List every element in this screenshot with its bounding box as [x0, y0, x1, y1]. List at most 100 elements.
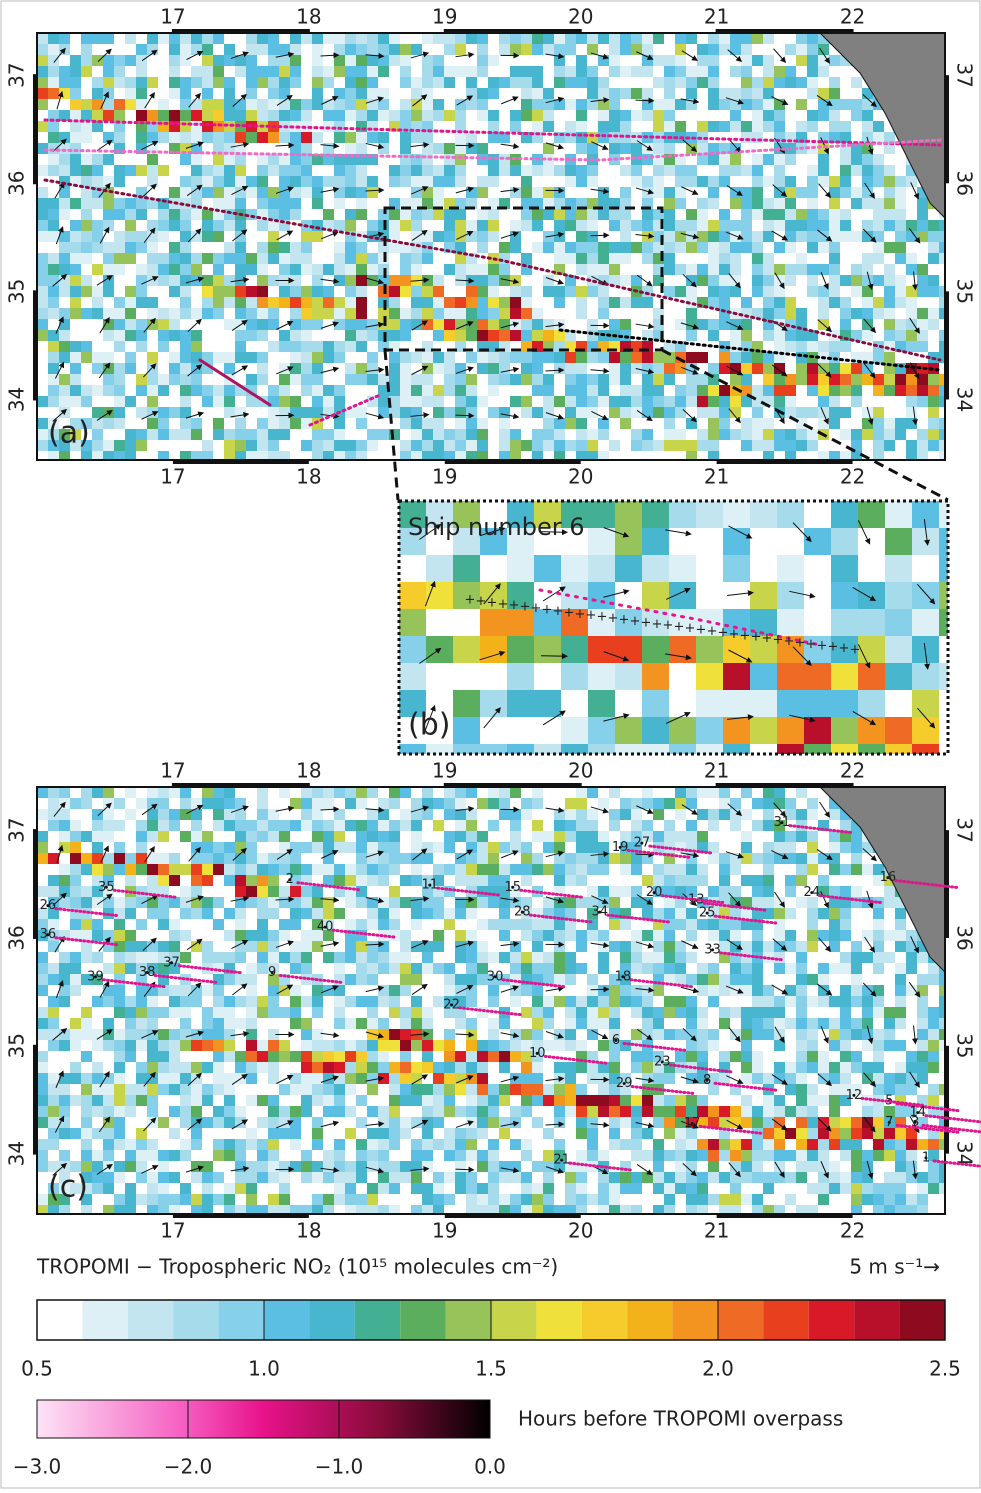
no2-cell — [114, 110, 125, 121]
no2-cell — [488, 831, 499, 842]
no2-cell — [521, 385, 532, 396]
no2-cell — [730, 886, 741, 897]
no2-cell — [719, 88, 730, 99]
no2-cell — [290, 308, 301, 319]
no2-cell — [136, 842, 147, 853]
no2-cell — [587, 418, 598, 429]
no2-cell — [620, 385, 631, 396]
no2-cell — [169, 286, 180, 297]
no2-cell — [785, 897, 796, 908]
no2-cell — [433, 231, 444, 242]
no2-cell — [774, 187, 785, 198]
no2-cell — [48, 363, 59, 374]
no2-cell — [213, 286, 224, 297]
no2-cell — [81, 363, 92, 374]
no2-cell — [858, 609, 885, 636]
no2-cell — [752, 66, 763, 77]
no2-cell — [851, 429, 862, 440]
no2-cell — [290, 930, 301, 941]
no2-cell — [763, 286, 774, 297]
no2-cell — [290, 385, 301, 396]
no2-cell — [345, 831, 356, 842]
no2-cell — [477, 919, 488, 930]
no2-cell — [858, 528, 885, 555]
no2-cell — [488, 798, 499, 809]
no2-cell — [686, 440, 697, 451]
no2-cell — [477, 220, 488, 231]
no2-cell — [334, 297, 345, 308]
no2-cell — [730, 297, 741, 308]
no2-cell — [741, 198, 752, 209]
no2-cell — [532, 143, 543, 154]
no2-cell — [653, 809, 664, 820]
no2-cell — [213, 220, 224, 231]
no2-cell — [224, 820, 235, 831]
no2-cell — [763, 121, 774, 132]
axis-bar — [717, 459, 853, 464]
no2-cell — [334, 798, 345, 809]
no2-cell — [840, 308, 851, 319]
no2-cell — [246, 908, 257, 919]
no2-cell — [873, 209, 884, 220]
no2-cell — [697, 319, 708, 330]
no2-cell — [147, 842, 158, 853]
no2-cell — [378, 176, 389, 187]
no2-cell — [136, 99, 147, 110]
no2-cell — [169, 154, 180, 165]
no2-cell — [884, 209, 895, 220]
no2-cell — [92, 165, 103, 176]
axis-bar — [173, 459, 309, 464]
no2-cell — [928, 275, 939, 286]
no2-cell — [257, 154, 268, 165]
no2-cell — [587, 930, 598, 941]
no2-cell — [81, 930, 92, 941]
no2-cell — [455, 154, 466, 165]
no2-cell — [213, 275, 224, 286]
no2-cell — [510, 44, 521, 55]
no2-cell — [411, 440, 422, 451]
no2-cell — [92, 220, 103, 231]
no2-cell — [730, 875, 741, 886]
no2-cell — [279, 209, 290, 220]
no2-cell — [576, 231, 587, 242]
no2-cell — [708, 396, 719, 407]
no2-cell — [664, 44, 675, 55]
no2-cell — [367, 132, 378, 143]
no2-cell — [807, 121, 818, 132]
no2-cell — [565, 99, 576, 110]
no2-cell — [664, 875, 675, 886]
no2-cell — [609, 385, 620, 396]
no2-cell — [664, 864, 675, 875]
no2-cell — [411, 919, 422, 930]
no2-cell — [829, 374, 840, 385]
no2-cell — [664, 308, 675, 319]
no2-cell — [455, 264, 466, 275]
no2-cell — [147, 451, 158, 460]
no2-cell — [411, 831, 422, 842]
no2-cell — [202, 831, 213, 842]
no2-cell — [312, 396, 323, 407]
no2-cell — [235, 787, 246, 798]
no2-cell — [785, 798, 796, 809]
no2-cell — [885, 717, 912, 744]
no2-cell — [895, 209, 906, 220]
no2-cell — [455, 297, 466, 308]
no2-cell — [796, 908, 807, 919]
no2-cell — [829, 385, 840, 396]
no2-cell — [323, 286, 334, 297]
no2-cell — [741, 897, 752, 908]
no2-cell — [290, 33, 301, 44]
no2-cell — [488, 264, 499, 275]
no2-cell — [763, 253, 774, 264]
no2-cell — [477, 787, 488, 798]
no2-cell — [224, 110, 235, 121]
no2-cell — [807, 33, 818, 44]
no2-cell — [719, 253, 730, 264]
no2-cell — [532, 440, 543, 451]
no2-cell — [895, 919, 906, 930]
no2-cell — [257, 143, 268, 154]
no2-cell — [235, 418, 246, 429]
no2-cell — [587, 941, 598, 952]
no2-cell — [774, 831, 785, 842]
no2-cell — [444, 110, 455, 121]
